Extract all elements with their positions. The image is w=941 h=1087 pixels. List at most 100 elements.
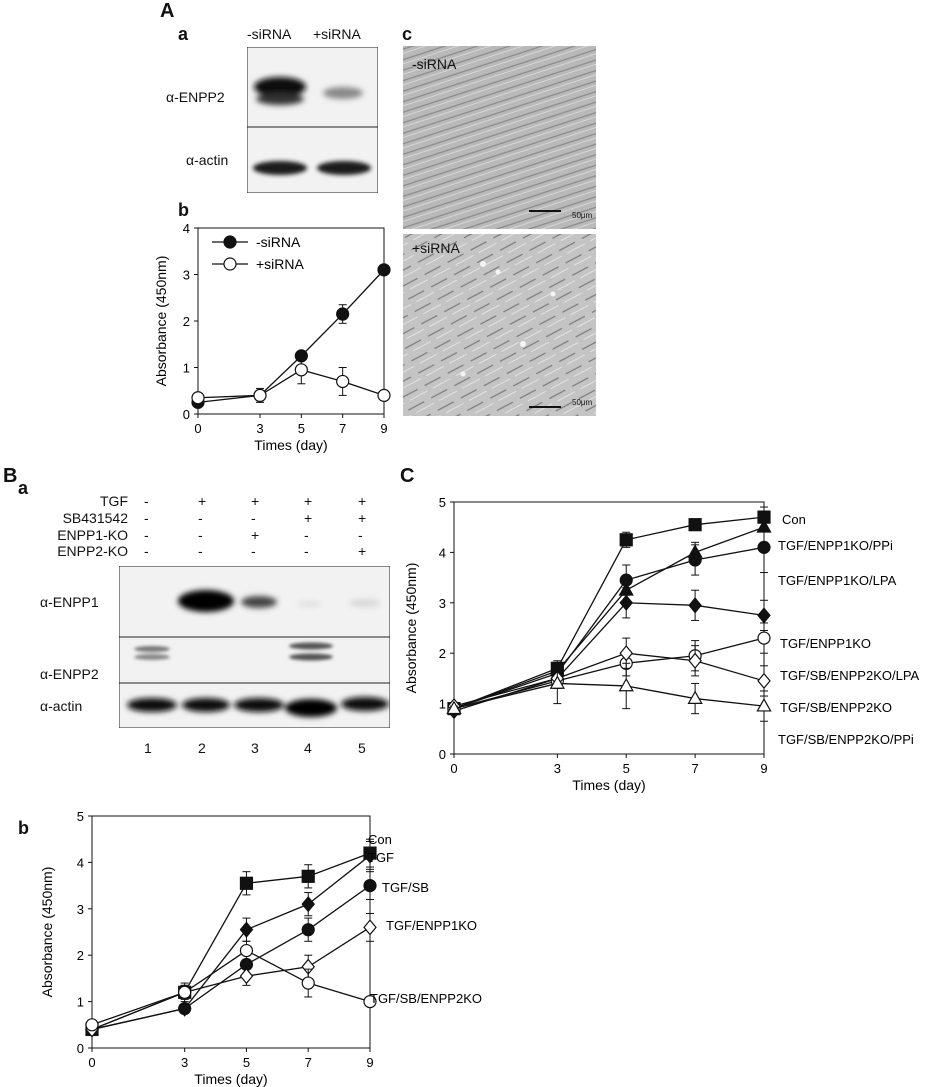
data-point [301,923,315,937]
series-end-label: TGF/SB/ENPP2KO/PPi [778,732,914,747]
blot-b-condition-sign: - [304,543,309,559]
data-point [301,896,316,913]
x-tick-label: 3 [554,761,561,776]
data-point [253,388,267,402]
blot-b-condition-sign: - [358,527,363,543]
y-tick-label: 2 [77,948,84,963]
x-tick-label: 5 [623,761,630,776]
blot-b-condition-sign: + [251,527,260,543]
y-tick-label: 4 [183,221,190,236]
series-1 [191,355,391,405]
blot-a-row-label-enpp2: α-ENPP2 [166,89,225,105]
data-point [687,690,703,704]
blot-b-condition-sign: - [144,510,149,526]
x-axis-label: Times (day) [194,1071,267,1087]
blot-a-lane-label-1: -siRNA [247,26,292,42]
blot-b-condition-label: ENPP2-KO [57,543,128,559]
blot-b-lane-number: 5 [358,740,366,756]
x-tick-label: 3 [181,1055,188,1070]
data-point [377,263,391,277]
data-point [363,919,377,936]
blot-b-condition-sign: + [358,493,367,509]
blot-b-lane-number: 4 [304,740,312,756]
micrograph-a-top-scalebar: 50μm [572,211,593,220]
data-point [757,607,771,624]
blot-b-condition-sign: - [251,543,256,559]
series-end-label: TGF [368,850,394,865]
series-end-label: Con [368,832,392,847]
chart-b-b: 0 1 2 3 4 5 0 3 5 7 9 Times (day) Absorbance (450nm)… [39,809,482,1087]
y-tick-label: 5 [439,495,446,510]
data-point [191,391,205,405]
series-end-label: TGF/SB [382,880,429,895]
y-tick-label: 0 [77,1041,84,1056]
data-point [618,677,634,692]
blot-b-lane-number: 2 [198,740,206,756]
y-tick-label: 3 [183,268,190,283]
chart-c: 0 1 2 3 4 5 0 3 5 7 9 Times (day) Absorbance (450nm)… [403,495,920,793]
x-tick-label: 7 [305,1055,312,1070]
x-tick-label: 3 [256,421,263,436]
series-line [453,526,765,710]
panel-letter-b-upper: B [3,465,18,487]
data-point [301,869,315,883]
y-tick-label: 5 [77,809,84,824]
x-tick-label: 5 [298,421,305,436]
blot-b-lane-number: 1 [144,740,152,756]
blot-b-condition-sign: - [144,543,149,559]
blot-b-condition-sign: + [358,543,367,559]
series-end-label: TGF/ENPP1KO/LPA [778,573,897,588]
series-line [453,516,765,710]
data-point [549,675,565,689]
micrograph-a-top [403,46,596,229]
data-point [619,594,634,611]
blot-b-condition-sign: + [304,510,313,526]
micrograph-a-bottom-scalebar: 50μm [572,398,593,407]
x-tick-label: 0 [450,761,457,776]
series-1 [446,511,772,715]
data-point [688,597,702,614]
blot-b-condition-sign: + [304,493,313,509]
data-point [178,985,192,999]
y-axis-label: Absorbance (450nm) [39,867,55,998]
blot-b-condition-sign: - [144,527,149,543]
panel-letter-a-upper: A [160,0,175,22]
x-tick-label: 9 [380,421,387,436]
x-tick-label: 9 [366,1055,373,1070]
series-2 [85,871,377,1037]
series-0 [191,263,391,409]
subpanel-letter-a-c: c [402,24,413,44]
data-point [619,533,633,547]
blot-b-condition-sign: - [304,527,309,543]
series-4 [85,940,377,1032]
series-end-label: Con [782,512,806,527]
data-point [239,967,254,985]
blot-b-condition-sign: - [251,510,256,526]
legend-marker [223,235,237,249]
data-point [85,1018,99,1032]
series-end-label: TGF/ENPP1KO/PPi [778,538,893,553]
data-point [336,307,350,321]
blot-b-image [119,566,390,728]
micrograph-a-bottom-label: +siRNA [412,240,460,256]
series-end-label: TGF/SB/ENPP2KO [370,991,482,1006]
series-line [91,852,371,1031]
blot-a-row-label-actin: α-actin [186,152,229,168]
data-point [757,672,771,690]
blot-b-condition-sign: - [198,543,203,559]
y-tick-label: 0 [183,407,190,422]
x-tick-label: 5 [243,1055,250,1070]
x-tick-label: 7 [339,421,346,436]
series-end-label: TGF/ENPP1KO [386,918,477,933]
y-tick-label: 1 [183,361,190,376]
y-tick-label: 1 [439,697,446,712]
blot-a-image [247,47,378,193]
subpanel-letter-a-a: a [178,24,189,44]
data-point [239,876,254,890]
x-axis-label: Times (day) [572,777,645,793]
data-point [756,697,772,712]
series-0 [85,838,377,1037]
blot-b-condition-sign: + [358,510,367,526]
x-axis-label: Times (day) [254,437,327,453]
series-end-label: TGF/SB/ENPP2KO/LPA [780,668,920,683]
